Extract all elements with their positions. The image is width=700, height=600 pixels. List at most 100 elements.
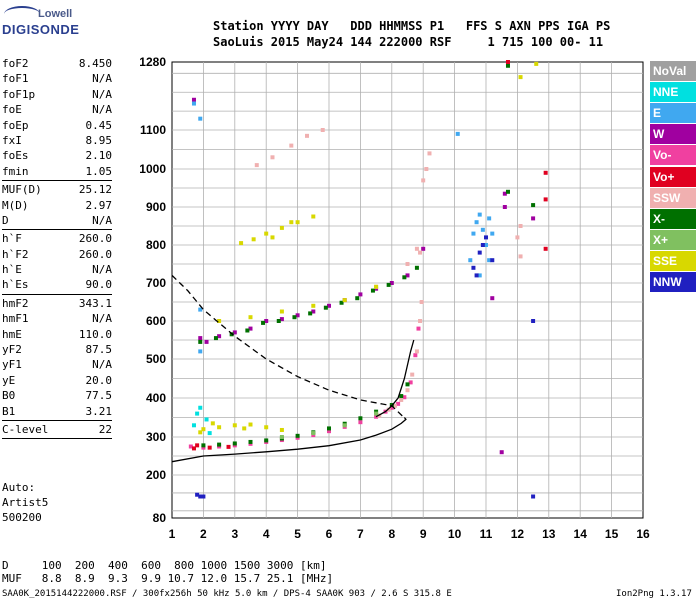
parameter-name: hmE	[2, 327, 22, 341]
trace-point-nne	[204, 417, 209, 422]
header-line-2: SaoLuis 2015 May24 144 222000 RSF 1 715 …	[213, 35, 604, 49]
trace-point-vo-plus-2	[543, 170, 548, 175]
trace-point-sse	[248, 422, 253, 427]
parameter-value: 260.0	[78, 247, 112, 261]
parameter-row: MUF(D) 25.12	[2, 182, 112, 197]
legend-item-ssw: SSW	[650, 187, 696, 208]
trace-point-vo-plus	[191, 446, 196, 451]
trace-point-x-minus	[327, 426, 331, 431]
y-tick-label: 500	[146, 352, 166, 366]
trace-point-ssw	[414, 349, 419, 354]
parameter-name: fxI	[2, 133, 22, 147]
auto-label: Auto:	[2, 481, 36, 494]
legend-item-sse: SSE	[650, 250, 696, 271]
trace-point-ssw	[410, 372, 415, 377]
trace-point-w	[531, 216, 536, 221]
parameter-value: 8.95	[85, 133, 113, 147]
x-tick-label: 4	[263, 527, 270, 541]
parameter-row: h`F 260.0	[2, 231, 112, 246]
trace-point-vo-minus	[389, 405, 394, 410]
parameter-name: fmin	[2, 164, 29, 178]
trace-point-green-f	[505, 63, 510, 68]
trace-point-green-f	[505, 189, 510, 194]
trace-point-ssw	[418, 319, 423, 323]
trace-point-sse-2	[279, 225, 284, 230]
trace-point-ssw-2	[254, 163, 259, 168]
x-tick-label: 13	[542, 527, 556, 541]
trace-point-nne	[191, 423, 196, 428]
trace-point-vo-minus	[188, 444, 193, 449]
parameter-row: yF2 87.5	[2, 342, 112, 357]
trace-point-x-minus	[264, 438, 269, 443]
trace-point-w	[264, 319, 269, 323]
x-tick-label: 5	[294, 527, 301, 541]
parameter-name: MUF(D)	[2, 183, 42, 197]
legend-item-w: W	[650, 124, 696, 145]
parameter-name: B1	[2, 404, 16, 418]
parameter-row: hmF2 343.1	[2, 296, 112, 311]
trace-point-nnw	[471, 265, 476, 270]
trace-point-green-f	[370, 288, 375, 293]
parameter-row: foEs 2.10	[2, 148, 112, 163]
trace-point-sse-2	[251, 237, 256, 242]
trace-point-ssw	[399, 397, 404, 402]
trace-point-x-plus	[342, 423, 347, 428]
trace-point-vo-plus	[195, 443, 200, 448]
parameter-row: D N/A	[2, 213, 112, 228]
trace-point-sse	[198, 430, 203, 435]
legend-item-e: E	[650, 103, 696, 124]
trace-point-w	[191, 97, 196, 102]
y-tick-label: 1100	[140, 123, 166, 137]
trace-point-w	[248, 326, 253, 331]
parameter-value: 22	[98, 422, 112, 436]
trace-point-e-2	[198, 116, 203, 121]
parameter-value: N/A	[92, 103, 112, 117]
trace-point-ssw-2	[270, 155, 275, 160]
trace-point-w	[217, 334, 222, 339]
trace-point-sse-2	[279, 309, 284, 314]
trace-point-w	[358, 292, 363, 297]
trace-point-green-f	[386, 282, 391, 287]
parameter-row: C-level 22	[2, 422, 112, 437]
trace-point-w	[295, 313, 300, 318]
y-tick-label: 1280	[139, 55, 166, 69]
trace-point-e	[487, 216, 492, 221]
trace-point-sse-2	[295, 220, 300, 225]
trace-point-sse	[217, 425, 222, 430]
y-tick-label: 1000	[139, 162, 166, 176]
x-tick-label: 7	[357, 527, 364, 541]
trace-point-nnw	[484, 235, 488, 240]
trace-point-vo-minus	[413, 353, 418, 358]
trace-point-sse-2	[374, 284, 379, 289]
trace-point-ssw	[392, 403, 397, 408]
trace-point-nnw	[531, 319, 536, 323]
trace-point-vo-plus	[207, 445, 212, 450]
parameter-row: hmE 110.0	[2, 327, 112, 342]
parameter-name: hmF1	[2, 312, 29, 326]
trace-point-green-f	[261, 320, 266, 325]
trace-point-w	[232, 330, 237, 335]
trace-point-e-2	[198, 307, 203, 312]
parameter-value: 260.0	[78, 232, 112, 246]
trace-point-sse-2	[270, 235, 275, 240]
auto-code: 500200	[2, 511, 42, 524]
trace-point-ssw-2	[421, 178, 426, 183]
x-tick-label: 6	[326, 527, 333, 541]
trace-point-vo-minus	[408, 380, 413, 385]
trace-point-nnw	[531, 494, 536, 499]
true-height-profile-dashed	[171, 274, 407, 420]
trace-point-w	[311, 309, 316, 314]
trace-point-ssw-2	[518, 254, 523, 259]
legend-item-x-: X-	[650, 208, 696, 229]
trace-point-e	[474, 220, 479, 225]
parameter-row: foEp 0.45	[2, 118, 112, 133]
parameter-separator	[2, 293, 112, 295]
legend-item-vo-: Vo-	[650, 145, 696, 166]
trace-point-e	[477, 273, 482, 278]
parameter-name: foF1p	[2, 87, 36, 101]
trace-point-w	[198, 336, 203, 341]
trace-point-x-minus	[248, 439, 253, 444]
trace-point-ssw-2	[305, 133, 310, 138]
trace-point-nnw	[477, 250, 482, 255]
trace-point-sse-2	[311, 214, 316, 219]
